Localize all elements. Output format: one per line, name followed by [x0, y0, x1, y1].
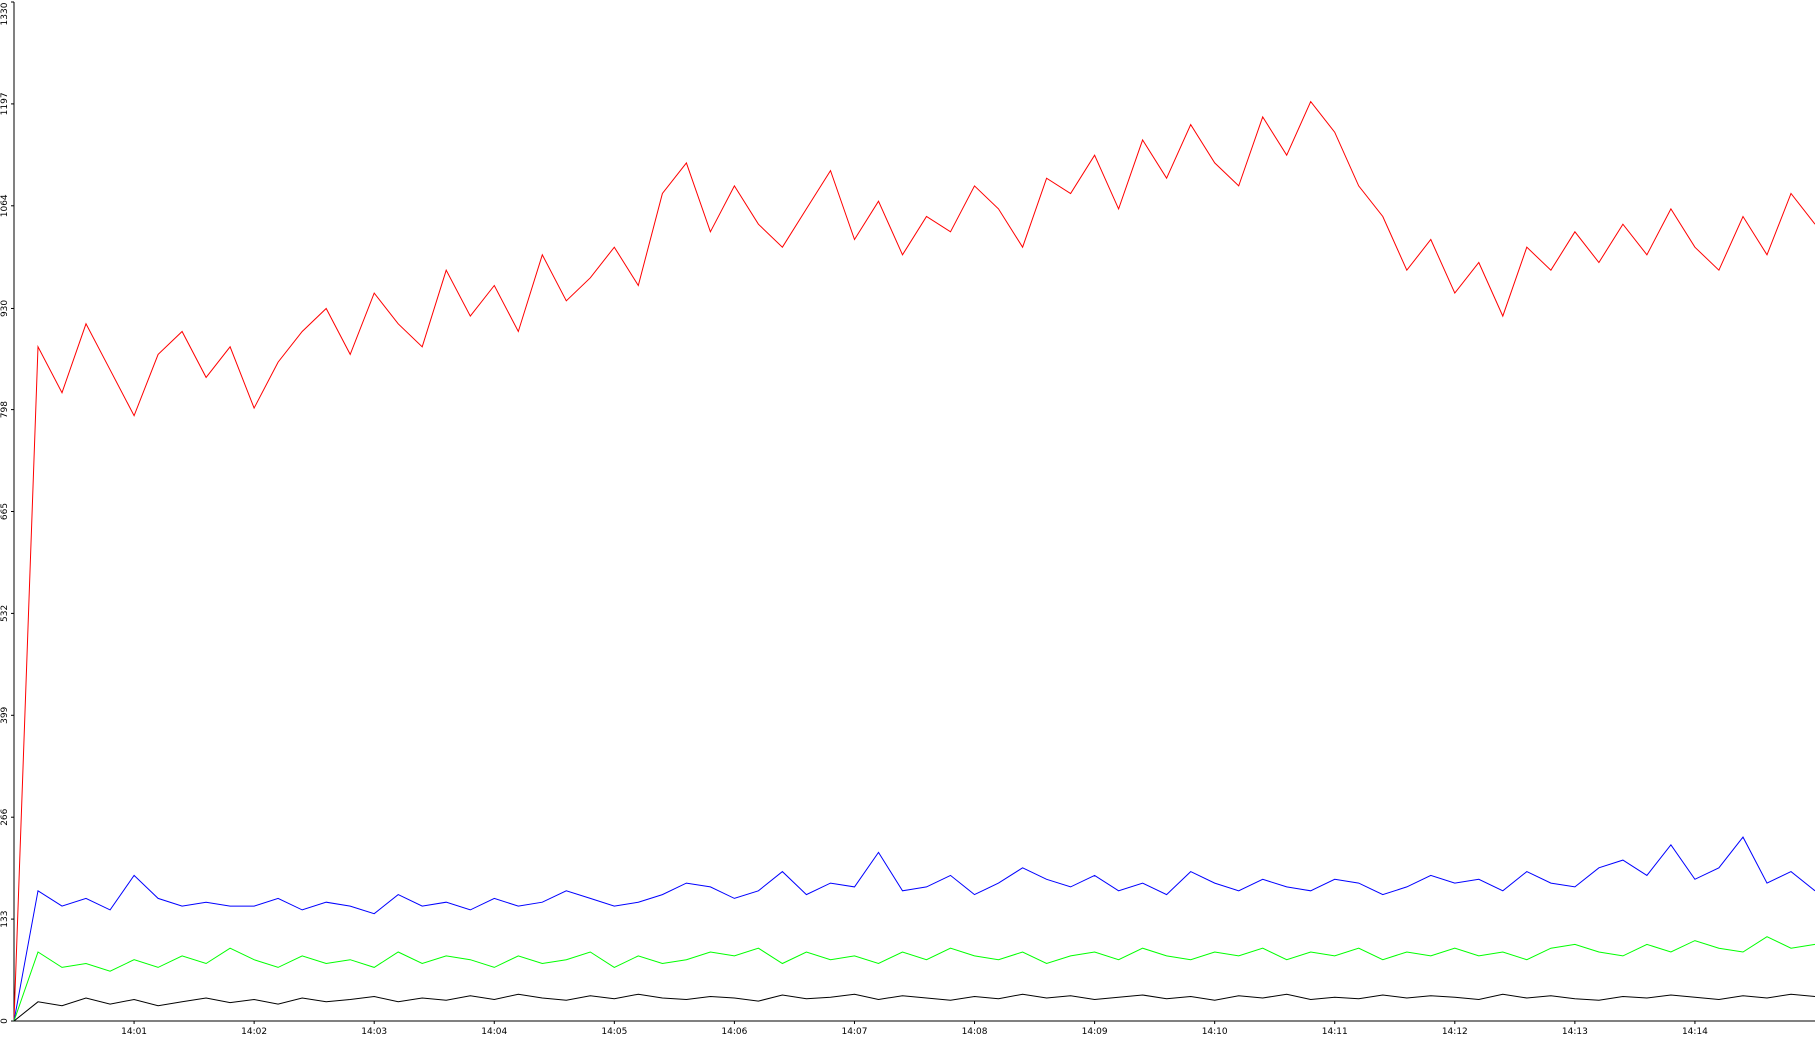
- y-tick-label: 1064: [0, 194, 10, 217]
- y-tick-label: 930: [0, 300, 10, 317]
- x-tick-label: 14:07: [841, 1027, 867, 1037]
- y-tick-label: 1330: [0, 2, 10, 25]
- series-line: [13, 993, 1815, 1022]
- x-tick-label: 14:04: [481, 1027, 507, 1037]
- y-tick-label: 399: [0, 706, 10, 723]
- series-line: [13, 936, 1815, 1022]
- x-tick-label: 14:01: [121, 1027, 147, 1037]
- y-tick-label: 0: [0, 1018, 10, 1024]
- x-tick-label: 14:05: [601, 1027, 627, 1037]
- y-tick-label: 266: [0, 808, 10, 825]
- y-tick-label: 1197: [0, 92, 10, 115]
- x-tick-label: 14:09: [1082, 1027, 1108, 1037]
- series-line: [13, 100, 1815, 1022]
- x-tick-label: 14:10: [1202, 1027, 1228, 1037]
- x-tick-label: 14:02: [241, 1027, 267, 1037]
- x-tick-label: 14:11: [1322, 1027, 1348, 1037]
- x-tick-label: 14:14: [1682, 1027, 1708, 1037]
- y-tick-label: 665: [0, 503, 10, 520]
- x-tick-label: 14:06: [721, 1027, 747, 1037]
- y-tick-label: 798: [0, 401, 10, 418]
- x-tick-label: 14:03: [361, 1027, 387, 1037]
- x-tick-label: 14:12: [1442, 1027, 1468, 1037]
- y-tick-label: 133: [0, 911, 10, 928]
- series-line: [13, 836, 1815, 1022]
- x-tick-label: 14:08: [962, 1027, 988, 1037]
- y-tick-label: 532: [0, 605, 10, 622]
- x-tick-label: 14:13: [1562, 1027, 1588, 1037]
